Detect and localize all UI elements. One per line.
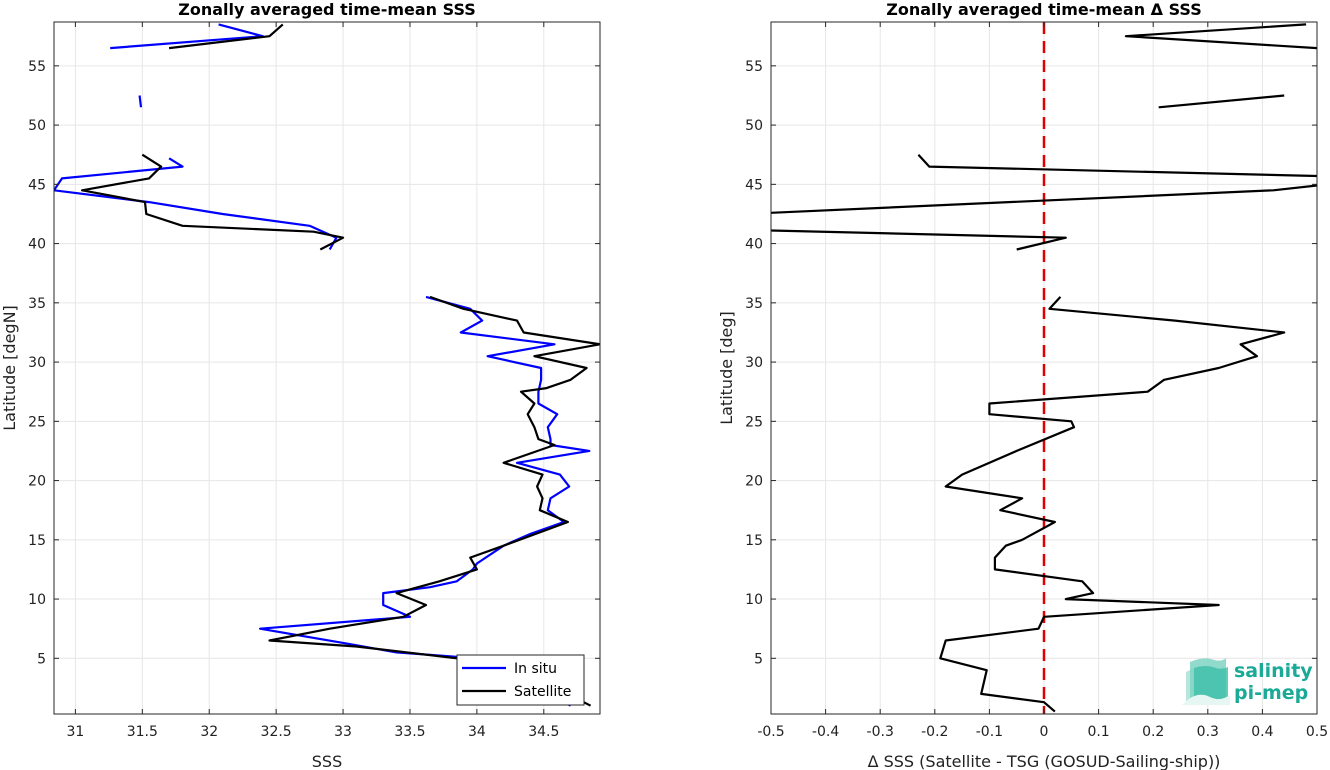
sss-ytick-label-2: 15 (28, 533, 46, 549)
delta-sss-chart-xlabel: Δ SSS (Satellite - TSG (GOSUD-Sailing-sh… (868, 752, 1221, 770)
delta-sss-ytick-label-0: 5 (754, 651, 763, 667)
sss-series-in-situ-segment-0 (110, 23, 264, 50)
delta-sss-xtick-label-7: 0.2 (1142, 724, 1164, 740)
legend-box (456, 654, 585, 706)
sss-chart-series (54, 23, 600, 707)
delta-sss-ytick-label-1: 10 (745, 592, 763, 608)
delta-sss-ytick-label-6: 35 (745, 296, 763, 312)
delta-sss-chart-ylabel: Latitude [deg] (717, 311, 736, 425)
delta-sss-ytick-label-5: 30 (745, 355, 763, 371)
legend-label-satellite: Satellite (514, 684, 571, 700)
delta-sss-ytick-label-4: 25 (745, 414, 763, 430)
delta-sss-chart-series (771, 23, 1317, 713)
sss-series-satellite-segment-1 (80, 153, 345, 251)
sss-ytick-label-3: 20 (28, 474, 46, 490)
sss-series-in-situ-segment-2 (54, 157, 338, 251)
delta-sss-ytick-label-10: 55 (745, 59, 763, 75)
delta-sss-xtick-label-3: -0.2 (921, 724, 948, 740)
delta-sss-xtick-label-0: -0.5 (757, 724, 784, 740)
sss-ytick-label-7: 40 (28, 237, 46, 253)
sss-xtick-label-1: 31.5 (127, 724, 158, 740)
delta-sss-xtick-label-10: 0.5 (1306, 724, 1328, 740)
sss-xtick-label-4: 33 (334, 724, 352, 740)
delta-sss-ytick-label-9: 50 (745, 118, 763, 134)
delta-sss-ytick-label-8: 45 (745, 177, 763, 193)
sss-chart-axes-box (53, 21, 601, 715)
sss-chart-ylabel: Latitude [degN] (0, 305, 19, 431)
logo-text-pimep: pi-mep (1234, 682, 1308, 704)
sss-series-in-situ-segment-3 (259, 295, 591, 707)
sss-series-satellite-segment-0 (168, 23, 284, 50)
delta-sss-xtick-label-4: -0.1 (976, 724, 1003, 740)
delta-sss-series-difference-segment-5 (939, 296, 1286, 713)
sss-xtick-label-7: 34.5 (528, 724, 559, 740)
sss-xtick-label-2: 32 (200, 724, 218, 740)
sss-ytick-label-1: 10 (28, 592, 46, 608)
delta-sss-xtick-label-2: -0.3 (867, 724, 894, 740)
delta-sss-xtick-label-9: 0.4 (1251, 724, 1273, 740)
delta-sss-xtick-label-5: 0 (1040, 724, 1049, 740)
sss-chart-panel: Zonally averaged time-mean SSS 31 31.5 32 3… (0, 0, 601, 770)
sss-ytick-label-0: 5 (37, 651, 46, 667)
sss-chart-ticks: 31 31.5 32 32.5 33 33.5 34 34.5 5 10 15 20 25 30 35 40 4… (28, 22, 600, 740)
sss-xtick-label-6: 34 (468, 724, 486, 740)
delta-sss-series-difference-segment-0 (1124, 23, 1317, 50)
logo-text-salinity: salinity (1234, 660, 1313, 682)
sss-chart-xlabel: SSS (312, 752, 342, 770)
salinity-pimep-logo: salinity pi-mep (1182, 658, 1313, 705)
delta-sss-series-difference-segment-1 (1158, 94, 1285, 109)
delta-sss-chart-ticks: -0.5 -0.4 -0.3 -0.2 -0.1 0 0.1 0.2 0.3 0.4 0.5 5 10 1… (745, 22, 1328, 740)
delta-sss-ytick-label-3: 20 (745, 474, 763, 490)
delta-sss-series-difference-segment-2 (917, 153, 1317, 178)
sss-series-in-situ-segment-1 (138, 95, 143, 108)
sss-chart-legend: In situ Satellite (456, 654, 585, 706)
sss-chart-title: Zonally averaged time-mean SSS (178, 0, 476, 19)
sss-xtick-label-3: 32.5 (261, 724, 292, 740)
wave-stack-icon (1182, 658, 1230, 705)
delta-sss-chart-panel: Zonally averaged time-mean Δ SSS -0.5 -0.… (717, 0, 1328, 770)
sss-ytick-label-9: 50 (28, 118, 46, 134)
delta-sss-series-difference-segment-4 (771, 229, 1067, 251)
sss-ytick-label-8: 45 (28, 177, 46, 193)
sss-ytick-label-6: 35 (28, 296, 46, 312)
legend-label-in-situ: In situ (514, 661, 557, 677)
delta-sss-xtick-label-1: -0.4 (812, 724, 839, 740)
sss-ytick-label-4: 25 (28, 414, 46, 430)
sss-xtick-label-0: 31 (66, 724, 84, 740)
delta-sss-xtick-label-6: 0.1 (1087, 724, 1109, 740)
sss-ytick-label-5: 30 (28, 355, 46, 371)
delta-sss-ytick-label-2: 15 (745, 533, 763, 549)
sss-ytick-label-10: 55 (28, 59, 46, 75)
sss-chart-grid (54, 22, 600, 714)
sss-xtick-label-5: 33.5 (394, 724, 425, 740)
delta-sss-xtick-label-8: 0.3 (1197, 724, 1219, 740)
delta-sss-ytick-label-7: 40 (745, 237, 763, 253)
delta-sss-series-difference-segment-3 (771, 184, 1317, 214)
delta-sss-chart-title: Zonally averaged time-mean Δ SSS (886, 0, 1202, 19)
sss-series-satellite-segment-2 (268, 295, 600, 707)
